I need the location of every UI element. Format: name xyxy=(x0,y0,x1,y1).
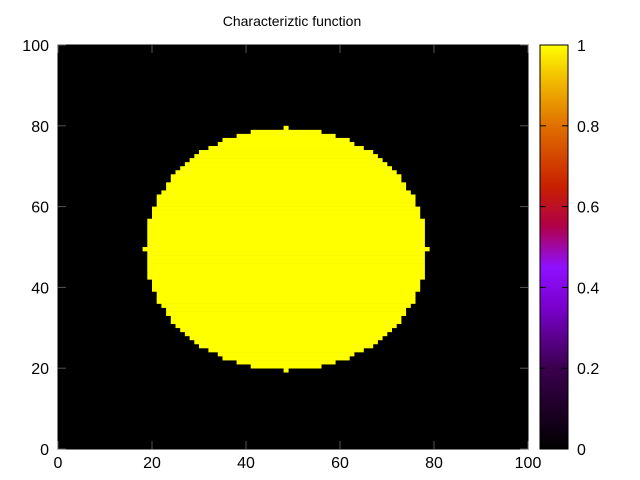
heatmap-cell-run xyxy=(147,222,425,228)
heatmap-cell-run xyxy=(147,251,425,256)
heatmap-cell-run xyxy=(180,327,392,333)
heatmap-cell-run xyxy=(170,178,402,183)
y-tick-label: 0 xyxy=(40,442,49,459)
colorbar-tick-label: 0.6 xyxy=(577,200,599,217)
colorbar xyxy=(539,44,569,450)
heatmap-cell-run xyxy=(217,352,355,357)
heatmap-cell-run xyxy=(236,133,336,139)
heatmap-cell-run xyxy=(170,315,402,321)
heatmap-cell-run xyxy=(152,206,421,211)
heatmap-cell-run xyxy=(156,295,416,300)
heatmap-cell-run xyxy=(175,170,397,175)
heatmap-cell-run xyxy=(189,335,383,341)
heatmap-cell-run xyxy=(156,198,416,203)
heatmap-cell-run xyxy=(170,174,402,179)
chart-title: Characteriztic function xyxy=(223,13,362,29)
heatmap-cell-run xyxy=(147,267,425,272)
x-tick-label: 80 xyxy=(425,455,443,472)
heatmap-cell-run xyxy=(250,364,322,369)
heatmap-cell-run xyxy=(152,214,421,220)
heatmap-cell-run xyxy=(199,343,374,349)
heatmap-cell-run xyxy=(147,242,425,248)
x-axis: 0 20 40 60 80 100 xyxy=(54,45,542,472)
heatmap-cells xyxy=(58,45,528,449)
heatmap-cell-run xyxy=(156,291,416,296)
heatmap-cell-run xyxy=(184,162,388,167)
heatmap-cell-run xyxy=(180,166,392,171)
y-tick-label: 20 xyxy=(31,361,49,378)
heatmap-cell-run xyxy=(156,202,416,207)
y-tick-label: 100 xyxy=(22,38,49,55)
heatmap-cell-run xyxy=(142,247,430,252)
heatmap-cell-run xyxy=(147,230,425,236)
heatmap-cell-run xyxy=(147,238,425,244)
y-axis: 0 20 40 60 80 100 xyxy=(22,38,528,459)
x-tick-label: 20 xyxy=(143,455,161,472)
heatmap-cell-run xyxy=(170,319,402,325)
heatmap-cell-run xyxy=(156,299,416,304)
heatmap-cell-run xyxy=(184,331,388,337)
heatmap-cell-run xyxy=(152,210,421,215)
heatmap-cell-run xyxy=(166,307,407,312)
colorbar-tick-label: 0 xyxy=(577,442,586,459)
heatmap-cell-run xyxy=(152,279,421,284)
x-tick-label: 0 xyxy=(54,455,63,472)
heatmap-cell-run xyxy=(166,311,407,316)
heatmap-cell-run xyxy=(147,259,425,264)
heatmap-cell-run xyxy=(208,348,364,353)
colorbar-tick-label: 0.4 xyxy=(577,280,599,297)
heatmap-cell-run xyxy=(166,186,407,191)
x-tick-label: 100 xyxy=(515,455,542,472)
y-tick-label: 40 xyxy=(31,280,49,297)
heatmap-cell-run xyxy=(147,255,425,260)
heatmap-cell-run xyxy=(199,150,374,155)
heatmap-cell-run xyxy=(152,287,421,292)
colorbar-tick-label: 1 xyxy=(577,38,586,55)
heatmap-cell-run xyxy=(147,234,425,240)
heatmap-cell-run xyxy=(156,194,416,199)
x-tick-label: 40 xyxy=(237,455,255,472)
heatmap-cell-run xyxy=(166,182,407,187)
plot-frame xyxy=(57,44,529,450)
y-tick-label: 60 xyxy=(31,200,49,217)
heatmap-cell-run xyxy=(147,226,425,232)
x-tick-label: 60 xyxy=(331,455,349,472)
colorbar-axis: 0 0.2 0.4 0.6 0.8 1 xyxy=(540,38,599,459)
heatmap-cell-run xyxy=(147,218,425,224)
heatmap-cell-run xyxy=(152,283,421,288)
heatmap-cell-run xyxy=(194,154,378,159)
heatmap-cell-run xyxy=(147,271,425,276)
heatmap-cell-run xyxy=(222,356,350,361)
heatmap-cell-run xyxy=(222,137,350,143)
colorbar-tick-label: 0.8 xyxy=(577,119,599,136)
heatmap-cell-run xyxy=(250,129,322,135)
heatmap-cell-run xyxy=(175,323,397,329)
heatmap-cell-run xyxy=(283,368,289,373)
heatmap-cell-run xyxy=(161,303,411,308)
heatmap-cell-run xyxy=(161,190,411,195)
heatmap-cell-run xyxy=(147,275,425,280)
colorbar-tick-label: 0.2 xyxy=(577,361,599,378)
heatmap-cell-run xyxy=(283,125,289,131)
heatmap-cell-run xyxy=(147,263,425,268)
heatmap-cell-run xyxy=(189,158,383,163)
heatmap-cell-run xyxy=(236,360,336,365)
y-tick-label: 80 xyxy=(31,119,49,136)
heatmap-cell-run xyxy=(208,146,364,151)
heatmap-cell-run xyxy=(194,339,378,345)
heatmap-cell-run xyxy=(217,141,355,147)
